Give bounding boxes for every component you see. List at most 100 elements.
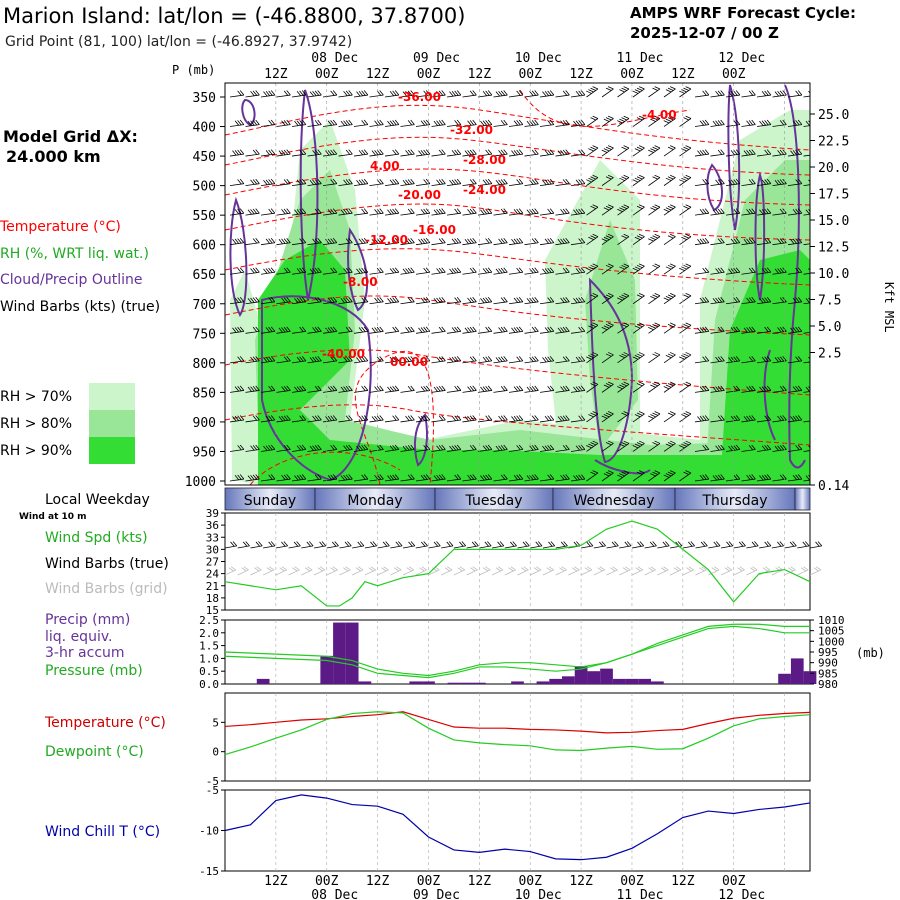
wind-barb — [601, 174, 614, 186]
wind-barb — [508, 444, 524, 452]
cloud-outline — [706, 163, 723, 212]
wind-barb — [741, 326, 756, 334]
wind-barb — [555, 149, 570, 157]
wind-barb — [663, 86, 676, 98]
wind-barb — [632, 440, 645, 452]
temperature-contour-label: 00.00 — [390, 355, 428, 369]
wind-barb — [322, 119, 338, 127]
wind-barb — [415, 385, 431, 393]
wind-barb — [586, 263, 599, 275]
precip-bar — [625, 678, 639, 684]
wind-barb — [539, 297, 555, 305]
temperature-contour — [225, 203, 810, 241]
y-tick-label: 27 — [206, 556, 219, 569]
wind-barb — [260, 326, 276, 334]
wind-barb — [229, 178, 245, 187]
surface-wind-barb — [491, 566, 504, 576]
wind-barb — [322, 415, 338, 423]
wind-barb — [322, 90, 338, 98]
wind-barb — [741, 267, 756, 275]
surface-wind-barb — [377, 566, 389, 576]
wind-barb — [756, 237, 772, 246]
time-tick-label: 00Z — [417, 874, 441, 889]
wind-barb — [291, 237, 307, 246]
wind-barb — [260, 297, 276, 305]
wind-barb — [291, 385, 307, 393]
pressure-tick-label: 800 — [193, 357, 216, 372]
y-tick-label: -15 — [199, 865, 219, 878]
wind-barb — [307, 444, 322, 452]
wind-barb — [431, 178, 446, 187]
wind-barb — [710, 149, 725, 157]
wind-barb — [322, 356, 338, 364]
wind-barb-field — [229, 83, 810, 485]
surface-wind-barb — [809, 541, 823, 549]
wind-barb — [694, 297, 710, 305]
wind-barb — [322, 208, 338, 216]
wind-barb — [276, 385, 291, 393]
wind-barb — [787, 267, 803, 275]
rh-legend-swatch — [89, 437, 135, 464]
wind-barb — [725, 149, 741, 157]
wind-barb — [338, 149, 353, 157]
wind-barb — [617, 115, 630, 127]
cloud-outline — [413, 412, 428, 467]
y-tick-label: -10 — [199, 825, 219, 838]
wind-barb — [431, 356, 446, 364]
wind-barb — [694, 444, 710, 452]
weekday-label: Local Weekday — [45, 492, 150, 508]
wind-barb — [446, 326, 462, 334]
wind-barb — [555, 90, 570, 98]
wind-barb — [322, 267, 338, 275]
wind-barb — [431, 149, 446, 157]
wind-barb — [539, 208, 555, 216]
temperature-contour-label: -32.00 — [450, 123, 493, 137]
surface-wind-barb — [250, 566, 262, 576]
wind-barb — [679, 233, 692, 246]
y-tick-label: 0 — [212, 746, 219, 759]
wind-barb — [710, 474, 725, 482]
wind-barb — [462, 474, 477, 482]
wind-barb — [260, 415, 276, 423]
height-tick-label: 15.0 — [818, 214, 849, 229]
y-tick-label: -5 — [206, 784, 219, 797]
rh-region — [585, 220, 638, 450]
wind-barb — [353, 415, 369, 423]
wind-barb — [229, 237, 245, 246]
wind-barb — [648, 174, 661, 186]
wind-barb — [570, 444, 586, 452]
wind-barb — [632, 381, 645, 393]
wind-barb — [291, 90, 307, 98]
wind-barb — [415, 237, 431, 246]
wind-barb — [772, 356, 787, 364]
surface-wind-barb — [288, 541, 301, 549]
wind-barb — [586, 204, 599, 216]
cloud-outline — [588, 277, 634, 464]
legend-cloud-outline: Cloud/Precip Outline — [0, 272, 143, 288]
wind-barb — [245, 149, 260, 157]
wind-barb — [756, 415, 772, 423]
y-tick-label: 18 — [206, 592, 219, 605]
cloud-outline — [763, 349, 776, 441]
surface-wind-barb — [542, 541, 556, 549]
wind-barb — [725, 208, 741, 216]
wind-barb — [493, 267, 508, 275]
wind-barb — [493, 90, 508, 98]
wind-barb — [446, 415, 462, 423]
surface-wind-barb — [720, 541, 734, 549]
wind-barb — [756, 385, 772, 393]
pressure-tick-label: 950 — [193, 445, 216, 460]
wind-barb — [245, 178, 260, 187]
wind-barb — [803, 209, 810, 216]
wind-barb — [462, 237, 477, 246]
wind-barb — [508, 237, 524, 246]
wind-barb — [508, 415, 524, 423]
wind-barb — [462, 149, 477, 157]
wind-barb — [756, 267, 772, 275]
wind-barb — [756, 474, 772, 482]
wind-barb — [415, 267, 431, 275]
wind-barb — [524, 149, 539, 157]
precip-bar — [345, 622, 359, 684]
surface-wind-barb — [339, 541, 352, 549]
